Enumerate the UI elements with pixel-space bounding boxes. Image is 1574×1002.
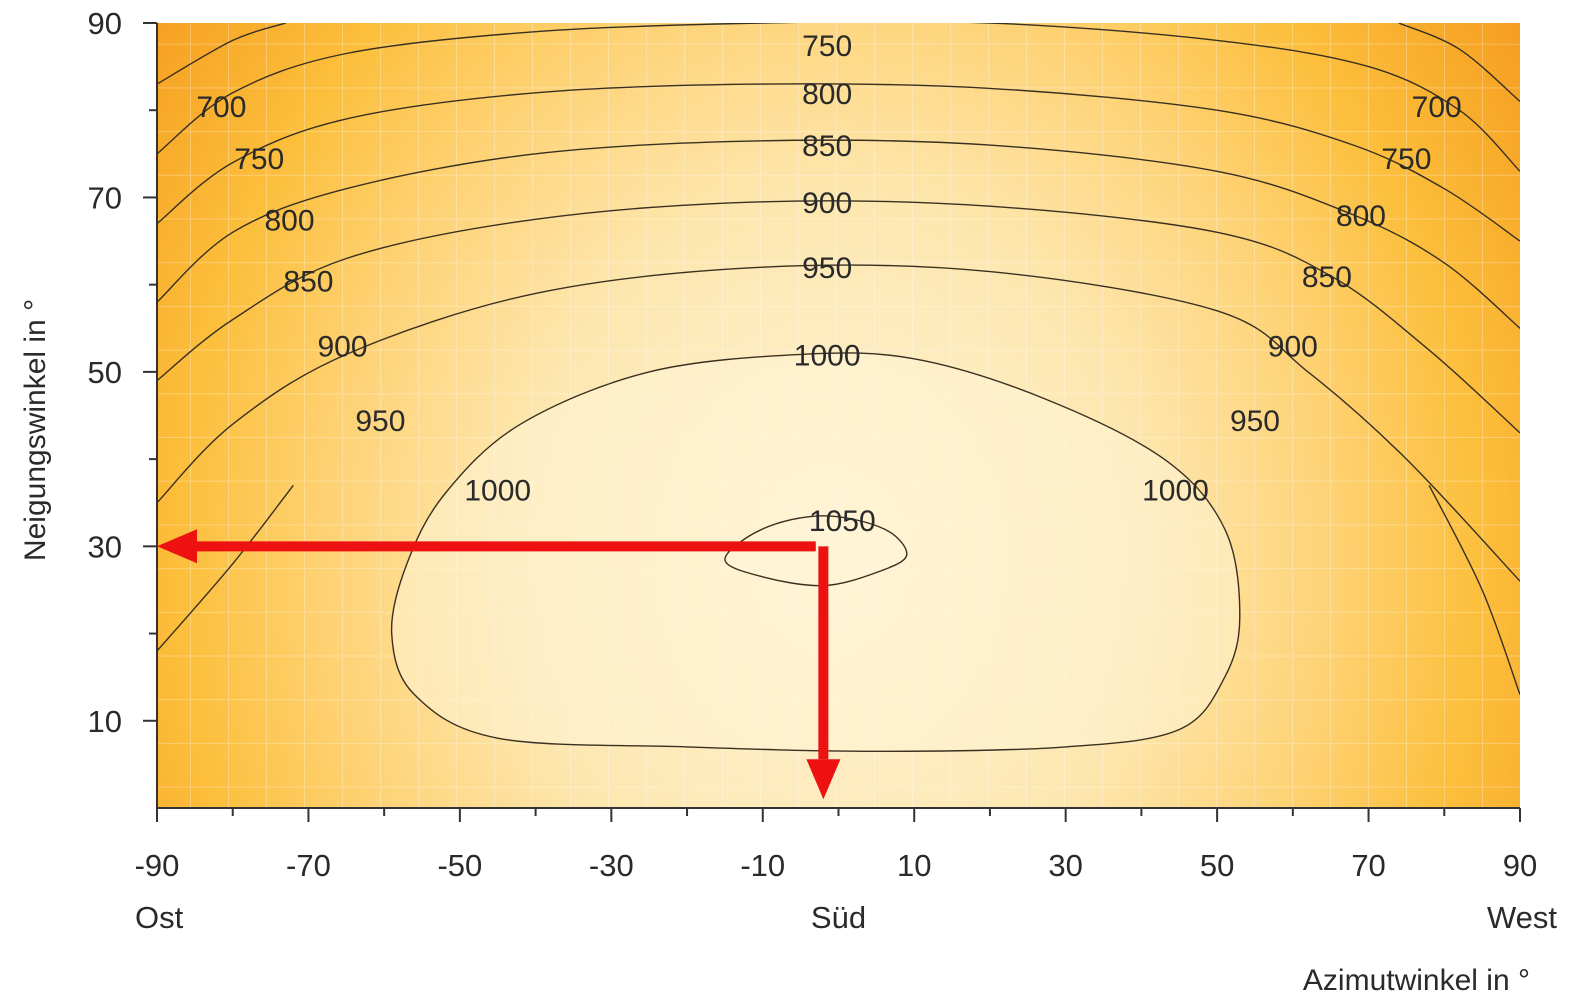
y-tick-label: 50 — [88, 355, 122, 390]
contour-line-1000 — [390, 352, 1241, 753]
contour-label: 1000 — [1142, 475, 1209, 508]
x-tick-label: 10 — [897, 848, 931, 883]
contour-line-950 — [157, 484, 294, 652]
arrow-head — [806, 759, 841, 800]
contour-label: 700 — [196, 91, 246, 124]
annotation-arrow — [806, 546, 841, 800]
x-tick-label: -90 — [135, 848, 180, 883]
contour-label: 900 — [802, 187, 852, 220]
contour-label: 1000 — [464, 475, 531, 508]
contour-label: 900 — [317, 331, 367, 364]
contour-label: 850 — [283, 265, 333, 298]
contour-label: 800 — [1336, 200, 1386, 233]
x-tick-label: 30 — [1048, 848, 1082, 883]
contour-label: 1050 — [809, 505, 876, 538]
contour-line-700 — [157, 23, 286, 85]
contour-label: 850 — [802, 130, 852, 163]
contour-fill-1050 — [724, 515, 907, 586]
axes: -90 -70 -50 -30 -10 10 30 50 70 90 10 30 50 70 90 Ost… — [19, 6, 1557, 997]
x-direction-label: Ost — [135, 900, 184, 935]
contour-line-750 — [157, 23, 1520, 172]
y-axis-ticks: 10 30 50 70 90 — [88, 6, 157, 739]
x-direction-label: Süd — [811, 900, 866, 935]
contour-label: 950 — [355, 405, 405, 438]
x-tick-label: 70 — [1351, 848, 1385, 883]
x-direction-labels: Ost Süd West — [135, 900, 1557, 935]
contour-line-850 — [157, 139, 1520, 329]
x-tick-label: -10 — [740, 848, 785, 883]
contour-label: 900 — [1268, 331, 1318, 364]
contour-label: 950 — [802, 252, 852, 285]
y-axis-title: Neigungswinkel in ° — [19, 299, 52, 561]
contour-label: 800 — [264, 204, 314, 237]
contour-label: 750 — [1381, 143, 1431, 176]
x-tick-label: 90 — [1503, 848, 1537, 883]
contour-label: 700 — [1412, 91, 1462, 124]
y-tick-label: 30 — [88, 529, 122, 564]
x-tick-label: 50 — [1200, 848, 1234, 883]
contour-label: 750 — [234, 143, 284, 176]
y-tick-label: 70 — [88, 180, 122, 215]
plot-area — [157, 23, 1520, 808]
contour-label: 800 — [802, 78, 852, 111]
x-tick-label: -70 — [286, 848, 331, 883]
contour-line-1050 — [724, 515, 908, 587]
contour-line-800 — [157, 83, 1520, 242]
x-axis-ticks: -90 -70 -50 -30 -10 10 30 50 70 90 — [135, 808, 1537, 883]
arrow-head — [157, 529, 197, 564]
y-tick-label: 90 — [88, 6, 122, 41]
contour-label: 850 — [1302, 261, 1352, 294]
annotation-arrow — [157, 529, 816, 564]
contour-label: 1000 — [794, 339, 861, 372]
annotation-arrows — [157, 529, 841, 800]
x-tick-label: -30 — [589, 848, 634, 883]
contour-label: 950 — [1230, 405, 1280, 438]
contour-line-950 — [1428, 484, 1520, 695]
y-tick-label: 10 — [88, 704, 122, 739]
contour-line-700 — [1398, 23, 1520, 103]
contour-labels: 750 800 850 900 950 1000 1050 700 750 800 850 900 95… — [196, 30, 1461, 538]
x-direction-label: West — [1487, 900, 1557, 935]
x-axis-title: Azimutwinkel in ° — [1303, 964, 1530, 997]
x-tick-label: -50 — [437, 848, 482, 883]
contour-lines — [157, 23, 1520, 753]
contour-line-900 — [157, 200, 1520, 434]
contour-label: 750 — [802, 30, 852, 63]
contour-line-950 — [157, 264, 1520, 582]
